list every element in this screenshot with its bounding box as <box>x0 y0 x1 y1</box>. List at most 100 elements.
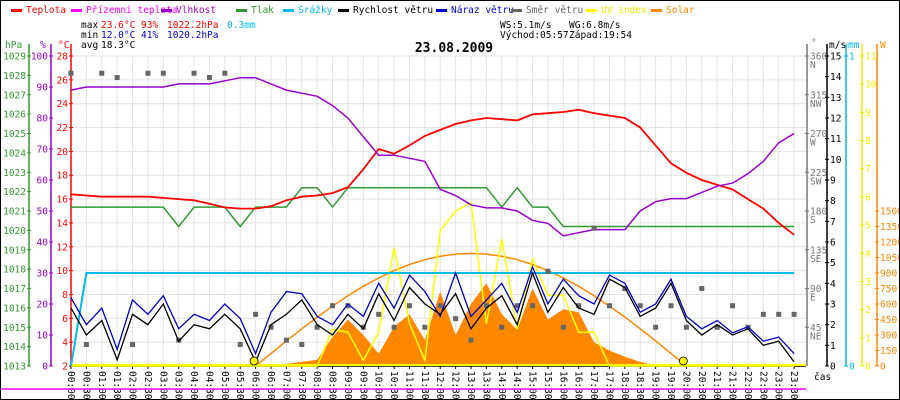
x-tick-label: 00:30 <box>80 371 91 399</box>
axis-tick-label: 14 <box>830 72 842 83</box>
x-tick-label: 23:00 <box>773 371 784 399</box>
axis-tick-label: 0 <box>42 362 48 373</box>
legend-label: Směr větru <box>526 5 583 16</box>
axis-tick-label: 1019 <box>3 245 26 256</box>
axis-tick-label: 135 <box>810 245 827 256</box>
axis-tick-label: 10 <box>830 155 842 166</box>
wind-dir-point <box>514 303 520 309</box>
x-tick-label: 13:30 <box>480 371 491 399</box>
axis-humidity-label: % <box>40 40 46 51</box>
axis-tick-label: 1350 <box>880 222 899 233</box>
axis-tick-label: 1020 <box>3 226 26 237</box>
axis-tick-label: 6 <box>830 238 836 249</box>
legend-swatch <box>511 9 522 12</box>
legend-swatch <box>651 9 662 12</box>
axis-tick-label: 2 <box>830 320 836 331</box>
axis-tick-label: 16 <box>57 195 69 206</box>
axis-tick-label: 360 <box>810 52 827 63</box>
axis-tick-label: 270 <box>810 129 827 140</box>
wind-dir-point <box>530 303 536 309</box>
axis-tick-label: 6 <box>62 314 68 325</box>
axis-tick-label: 1 <box>830 341 836 352</box>
axis-tick-label: 1 <box>865 333 871 344</box>
x-tick-label: 07:00 <box>280 371 291 399</box>
wind-speed-line <box>70 270 795 364</box>
wind-dir-point <box>253 311 259 317</box>
wind-dir-point <box>576 303 582 309</box>
axis-tick-label: 9 <box>865 108 871 119</box>
x-tick-label: 04:30 <box>203 371 214 399</box>
axis-tick-label: 10 <box>37 331 49 342</box>
x-tick-label: 20:00 <box>680 371 691 399</box>
axis-tick-label: 11 <box>830 134 842 145</box>
wind-dir-point <box>191 70 197 76</box>
wind-dir-point <box>206 75 212 81</box>
axis-tick-label: 750 <box>880 284 897 295</box>
legend-swatch <box>436 9 447 12</box>
x-tick-label: 22:00 <box>742 371 753 399</box>
stat-max-temp: 23.6°C <box>101 20 135 31</box>
x-tick-label: 16:30 <box>573 371 584 399</box>
x-axis-label: čas <box>814 372 831 383</box>
wind-dir-name: NE <box>810 331 822 342</box>
wind-dir-point <box>545 268 551 274</box>
wind-dir-point <box>699 286 705 291</box>
axis-tick-label: 1026 <box>3 110 26 121</box>
sun-marker <box>678 356 688 366</box>
axis-tick-label: 14 <box>57 218 69 229</box>
wind-dir-point <box>145 70 151 76</box>
stat-max-label: max <box>81 20 98 31</box>
axis-tick-label: 180 <box>810 207 827 218</box>
x-tick-label: 02:30 <box>142 371 153 399</box>
wind-dir-point <box>453 316 459 322</box>
axis-tick-label: 4 <box>865 249 871 260</box>
axis-tick-label: 40 <box>37 238 49 249</box>
axis-tick-label: 300 <box>880 331 897 342</box>
wind-dir-point <box>160 70 166 76</box>
x-tick-label: 10:30 <box>388 371 399 399</box>
axis-tick-label: 0 <box>880 362 886 373</box>
stat-avg-temp: 18.3°C <box>101 40 135 51</box>
axis-tick-label: 12 <box>57 242 68 253</box>
wind-dir-point <box>637 303 643 309</box>
stat-avg-label: avg <box>81 40 98 51</box>
x-tick-label: 03:00 <box>157 371 168 399</box>
axis-tick-label: 1016 <box>3 303 26 314</box>
wind-dir-point <box>330 303 336 309</box>
x-tick-label: 11:00 <box>403 371 414 399</box>
axis-tick-label: 80 <box>37 114 49 125</box>
axis-tick-label: 100 <box>31 52 48 63</box>
legend-label: Vlhkost <box>176 5 216 16</box>
axis-tick-label: 1027 <box>3 90 26 101</box>
axis-tick-label: 1014 <box>3 342 26 353</box>
x-tick-label: 23:30 <box>788 371 799 399</box>
wind-dir-point <box>130 341 136 347</box>
x-tick-label: 03:30 <box>173 371 184 399</box>
wind-dir-point <box>237 341 243 347</box>
legend-label: Rychlost větru <box>353 5 433 16</box>
stat-ws: WS:5.1m/s <box>500 20 551 31</box>
axis-tick-label: 1200 <box>880 238 899 249</box>
legend-swatch <box>283 9 294 12</box>
wind-dir-name: SE <box>810 254 822 265</box>
wind-dir-name: S <box>810 215 816 226</box>
axis-w-label: W <box>880 40 886 51</box>
axis-tick-label: 5 <box>865 221 871 232</box>
legend-label: Přízemní teplota <box>86 5 178 16</box>
stat-max-hum: 93% <box>141 20 158 31</box>
axis-tick-label: 18 <box>57 171 69 182</box>
rain-line <box>70 272 795 367</box>
axis-tick-label: 0 <box>849 362 855 373</box>
wind-dir-point <box>437 303 443 309</box>
wind-dir-point <box>714 324 720 330</box>
axis-tick-label: 315 <box>810 90 827 101</box>
wind-dir-name: N <box>810 60 816 71</box>
axis-tick-label: 2 <box>865 305 871 316</box>
wind-dir-point <box>222 70 228 76</box>
axis-tick-label: 7 <box>865 164 871 175</box>
stat-min-press: 1020.2hPa <box>167 30 218 41</box>
legend-label: Srážky <box>298 5 333 16</box>
wind-dir-point <box>83 341 89 347</box>
axis-tick-label: 50 <box>37 207 49 218</box>
axis-tick-label: 70 <box>37 145 49 156</box>
